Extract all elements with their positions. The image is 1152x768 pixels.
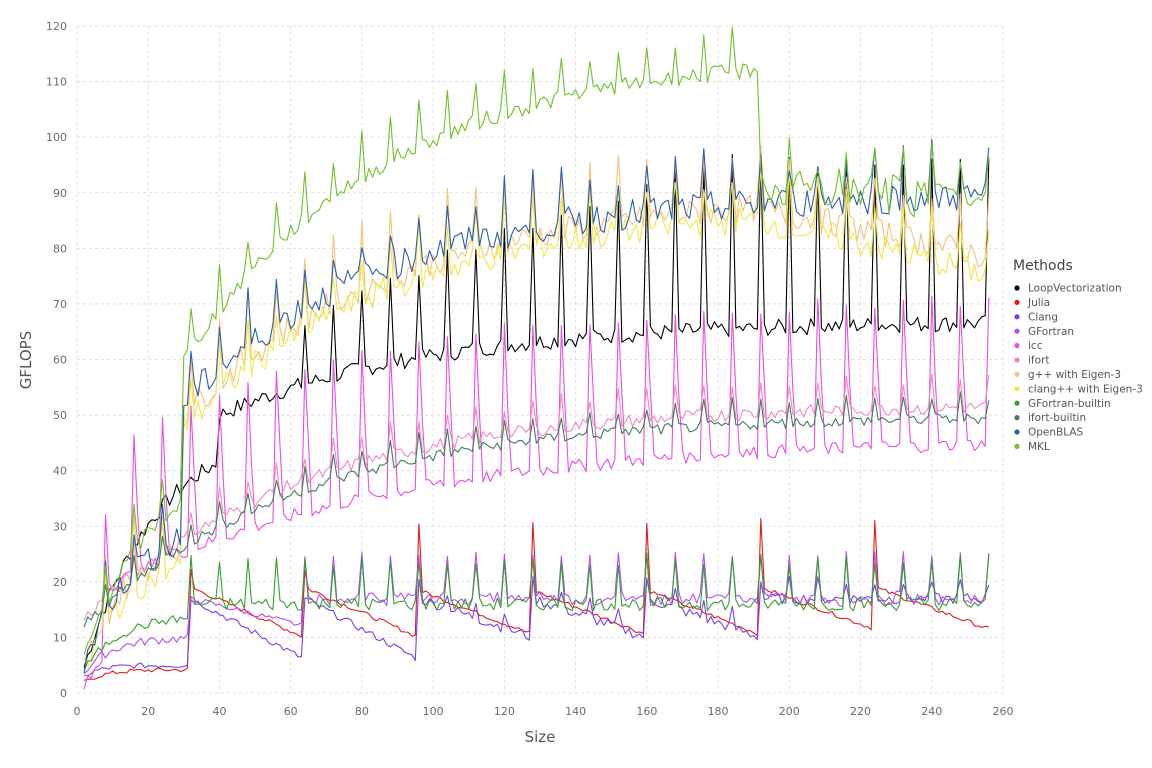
x-tick-label: 80 [355,705,369,718]
y-axis-title: GFLOPS [17,331,35,389]
x-tick-label: 260 [993,705,1014,718]
x-tick-label: 180 [708,705,729,718]
legend-label: GFortran-builtin [1028,398,1111,410]
series-line-gfortran [83,550,990,674]
legend-title: Methods [1013,258,1073,274]
x-tick-label: 160 [636,705,657,718]
series-layer [83,26,990,690]
series-line-mkl [83,26,990,655]
x-tick-label: 100 [423,705,444,718]
x-tick-label: 20 [141,705,155,718]
legend-marker [1014,386,1020,392]
y-tick-label: 40 [53,465,67,478]
legend-label: clang++ with Eigen-3 [1028,383,1143,395]
legend-label: g++ with Eigen-3 [1028,369,1121,381]
series-line-openblas [83,138,990,674]
x-axis-title: Size [525,728,556,746]
y-tick-label: 120 [46,20,67,33]
series-line-gfbuiltin [83,552,990,672]
series-line-icc [83,295,990,690]
series-line-ifbuiltin [83,391,990,628]
x-tick-label: 200 [779,705,800,718]
legend-marker [1014,314,1020,320]
legend-marker [1014,371,1020,377]
legend-label: LoopVectorization [1028,283,1122,295]
legend-marker [1014,415,1020,421]
legend-label: ifort-builtin [1028,412,1086,424]
series-line-ifort [83,373,990,621]
x-tick-label: 40 [212,705,226,718]
legend: Methods LoopVectorization Julia Clang GFort… [1013,258,1143,453]
y-tick-label: 100 [46,131,67,144]
x-tick-label: 140 [565,705,586,718]
y-tick-label: 70 [53,298,67,311]
y-tick-label: 10 [53,631,67,644]
y-tick-label: 50 [53,409,67,422]
series-line-clangpp [83,169,990,668]
series-line-lv [83,153,990,668]
legend-label: GFortran [1028,326,1074,338]
y-axis-ticks: 0 10 20 30 40 50 60 70 80 90 100 110 120 [46,20,67,700]
legend-marker [1014,343,1020,349]
legend-label: Clang [1028,311,1058,323]
y-tick-label: 60 [53,354,67,367]
x-tick-label: 120 [494,705,515,718]
y-tick-label: 110 [46,76,67,89]
x-tick-label: 220 [850,705,871,718]
y-tick-label: 30 [53,520,67,533]
legend-marker [1014,357,1020,363]
y-tick-label: 20 [53,576,67,589]
y-tick-label: 80 [53,242,67,255]
legend-marker [1014,443,1020,449]
x-tick-label: 60 [284,705,298,718]
legend-marker [1014,400,1020,406]
grid [76,25,1004,694]
legend-label: Julia [1027,297,1050,309]
legend-label: OpenBLAS [1028,427,1084,439]
legend-marker [1014,328,1020,334]
x-tick-label: 240 [921,705,942,718]
legend-label: icc [1028,340,1043,352]
x-axis-ticks: 0 20 40 60 80 100 120 140 160 180 200 220 240 260 [74,705,1014,718]
legend-label: ifort [1028,355,1049,367]
legend-label: MKL [1028,441,1050,453]
y-tick-label: 0 [60,687,67,700]
legend-marker [1014,429,1020,435]
legend-marker [1014,299,1020,305]
x-tick-label: 0 [74,705,81,718]
legend-marker [1014,285,1020,291]
y-tick-label: 90 [53,187,67,200]
